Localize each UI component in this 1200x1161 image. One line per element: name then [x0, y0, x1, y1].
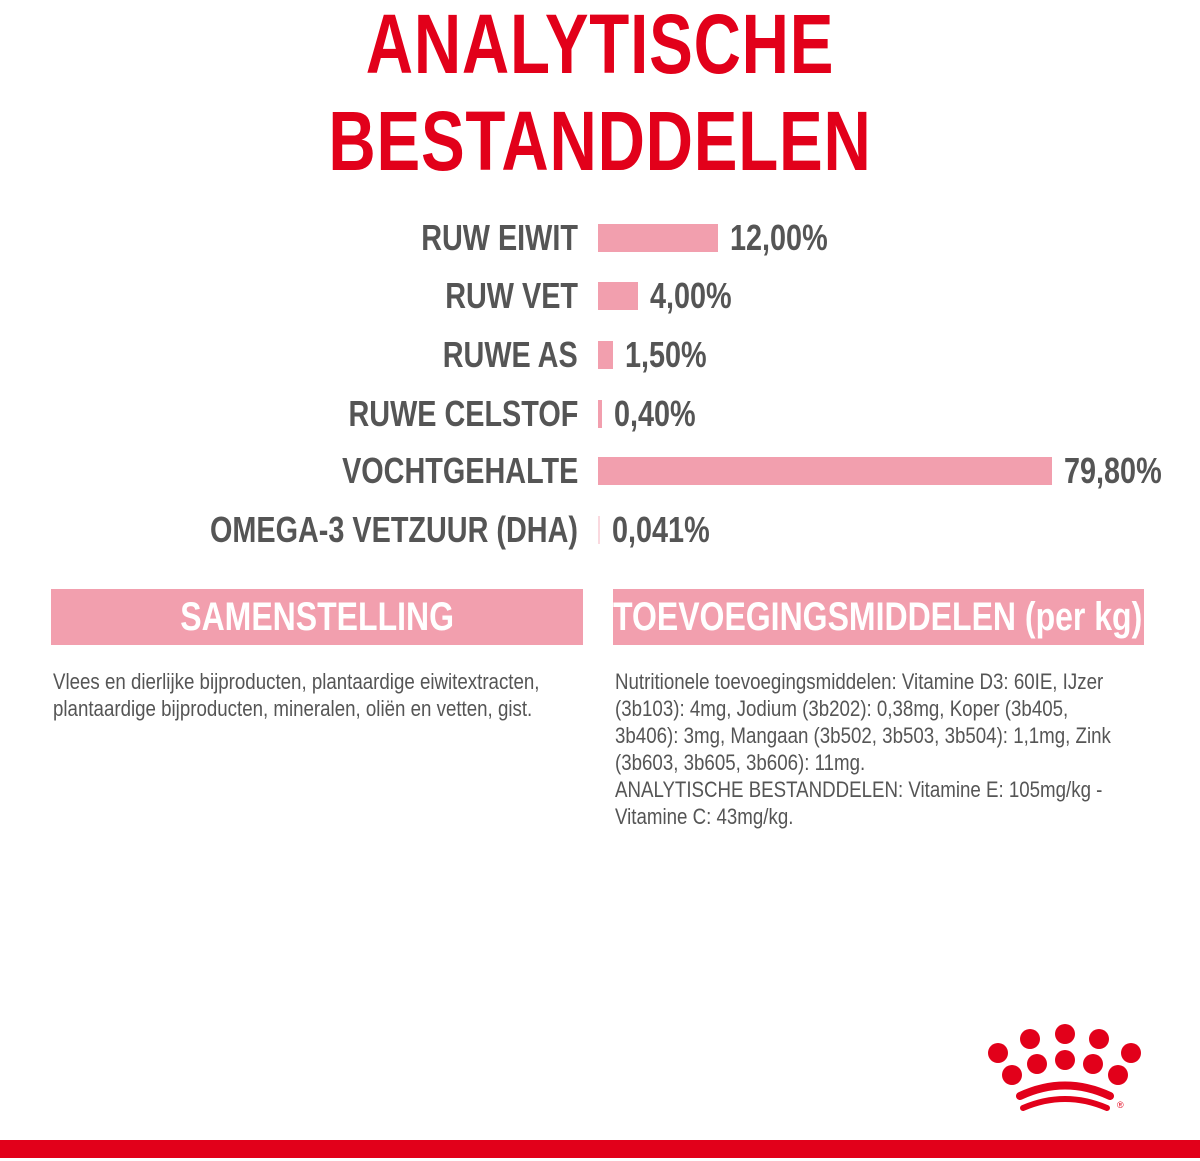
- value-label: 1,50%: [625, 334, 707, 375]
- value-label: 0,40%: [614, 393, 696, 434]
- footer-red-band: [0, 1140, 1200, 1158]
- additives-text: Nutritionele toevoegingsmiddelen: Vitami…: [615, 668, 1135, 830]
- category-label: OMEGA-3 VETZUUR (DHA): [210, 509, 578, 550]
- value-label: 4,00%: [650, 275, 732, 316]
- bar: [598, 516, 600, 544]
- additives-heading: TOEVOEGINGSMIDDELEN (per kg): [613, 589, 1144, 645]
- title-text: ANALYTISCHE BESTANDDELEN: [328, 0, 872, 188]
- bar: [598, 457, 1052, 485]
- value-label: 79,80%: [1064, 450, 1162, 491]
- value-label: 12,00%: [730, 217, 828, 258]
- category-label: VOCHTGEHALTE: [341, 450, 578, 491]
- bar: [598, 282, 638, 310]
- category-label: RUWE AS: [443, 334, 578, 375]
- bar-row: RUWE CELSTOF 0,40%: [0, 394, 1200, 434]
- category-label: RUWE CELSTOF: [348, 393, 578, 434]
- composition-heading-text: SAMENSTELLING: [180, 595, 454, 639]
- category-label: RUW VET: [445, 275, 578, 316]
- composition-text: Vlees en dierlijke bijproducten, plantaa…: [53, 668, 593, 722]
- bar: [598, 400, 602, 428]
- bar-row: VOCHTGEHALTE 79,80%: [0, 451, 1200, 491]
- svg-text:®: ®: [1117, 1100, 1124, 1110]
- additives-line: Nutritionele toevoegingsmiddelen: Vitami…: [615, 669, 1111, 775]
- page-title: ANALYTISCHE BESTANDDELEN: [0, 0, 1200, 190]
- royal-canin-crown-logo: ®: [988, 1024, 1141, 1111]
- value-label: 0,041%: [612, 509, 710, 550]
- additives-line: ANALYTISCHE BESTANDDELEN: Vitamine E: 10…: [615, 777, 1103, 829]
- bar: [598, 341, 613, 369]
- composition-heading: SAMENSTELLING: [51, 589, 583, 645]
- bar: [598, 224, 718, 252]
- bar-row: RUWE AS 1,50%: [0, 335, 1200, 375]
- composition-text-body: Vlees en dierlijke bijproducten, plantaa…: [53, 669, 540, 721]
- category-label: RUW EIWIT: [421, 217, 578, 258]
- bar-row: RUW EIWIT 12,00%: [0, 218, 1200, 258]
- bar-row: RUW VET 4,00%: [0, 276, 1200, 316]
- bar-row: OMEGA-3 VETZUUR (DHA) 0,041%: [0, 510, 1200, 550]
- additives-heading-text: TOEVOEGINGSMIDDELEN (per kg): [613, 595, 1143, 639]
